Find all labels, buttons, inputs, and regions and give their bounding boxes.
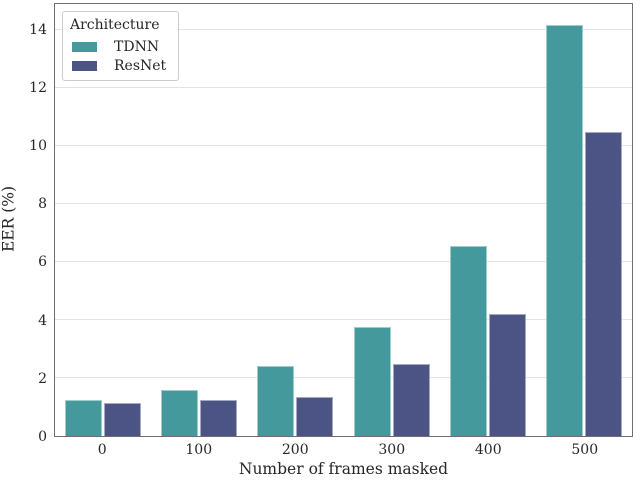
bar-tdnn-500 — [545, 24, 583, 436]
legend-swatch-tdnn — [72, 41, 97, 52]
legend-entry-resnet: ResNet — [70, 56, 166, 75]
bar-resnet-200 — [296, 396, 334, 436]
gridline-y-10 — [55, 145, 632, 147]
y-tick-6: 6 — [38, 254, 47, 271]
bar-group-200 — [247, 4, 343, 436]
x-tick-200: 200 — [281, 442, 309, 458]
y-tick-12: 12 — [29, 79, 47, 96]
y-tick-2: 2 — [38, 370, 47, 387]
bar-tdnn-400 — [449, 246, 487, 436]
gridline-y-4 — [55, 319, 632, 321]
x-tick-100: 100 — [185, 442, 213, 458]
gridline-y-6 — [55, 261, 632, 263]
legend-entry-tdnn: TDNN — [70, 37, 166, 56]
legend: Architecture TDNN ResNet — [62, 11, 180, 81]
bar-resnet-500 — [584, 131, 622, 436]
y-tick-0: 0 — [38, 429, 47, 445]
y-tick-labels: 0 2 4 6 8 10 12 14 — [0, 3, 47, 445]
legend-label-tdnn: TDNN — [114, 38, 160, 55]
x-tick-500: 500 — [571, 442, 599, 458]
legend-title: Architecture — [70, 17, 160, 33]
gridline-y-12 — [55, 87, 632, 89]
bar-resnet-400 — [488, 314, 526, 436]
x-tick-labels: 0 100 200 300 400 500 — [54, 443, 633, 457]
bar-resnet-0 — [104, 402, 142, 436]
y-tick-14: 14 — [29, 21, 47, 38]
x-tick-0: 0 — [97, 442, 107, 458]
y-tick-10: 10 — [29, 137, 47, 154]
legend-entries: TDNN ResNet — [70, 37, 166, 75]
bar-groups — [55, 4, 632, 436]
legend-label-resnet: ResNet — [114, 57, 167, 74]
bar-tdnn-300 — [353, 327, 391, 436]
x-axis-label: Number of frames masked — [238, 460, 449, 478]
plot-area: Architecture TDNN ResNet — [54, 3, 633, 437]
bar-resnet-300 — [392, 363, 430, 436]
gridline-y-8 — [55, 203, 632, 205]
bar-resnet-100 — [200, 399, 238, 436]
bar-group-0 — [55, 4, 151, 436]
y-tick-4: 4 — [38, 312, 47, 329]
bar-group-400 — [440, 4, 536, 436]
y-tick-8: 8 — [38, 196, 47, 213]
bar-group-300 — [344, 4, 440, 436]
gridlines — [55, 4, 632, 436]
gridline-y-14 — [55, 29, 632, 31]
legend-swatch-resnet — [72, 60, 97, 71]
gridline-y-2 — [55, 377, 632, 379]
bar-group-500 — [536, 4, 632, 436]
bar-group-100 — [151, 4, 247, 436]
x-tick-400: 400 — [474, 442, 502, 458]
bar-tdnn-0 — [65, 399, 103, 436]
x-tick-300: 300 — [378, 442, 406, 458]
bar-tdnn-200 — [257, 366, 295, 436]
bar-tdnn-100 — [161, 389, 199, 436]
